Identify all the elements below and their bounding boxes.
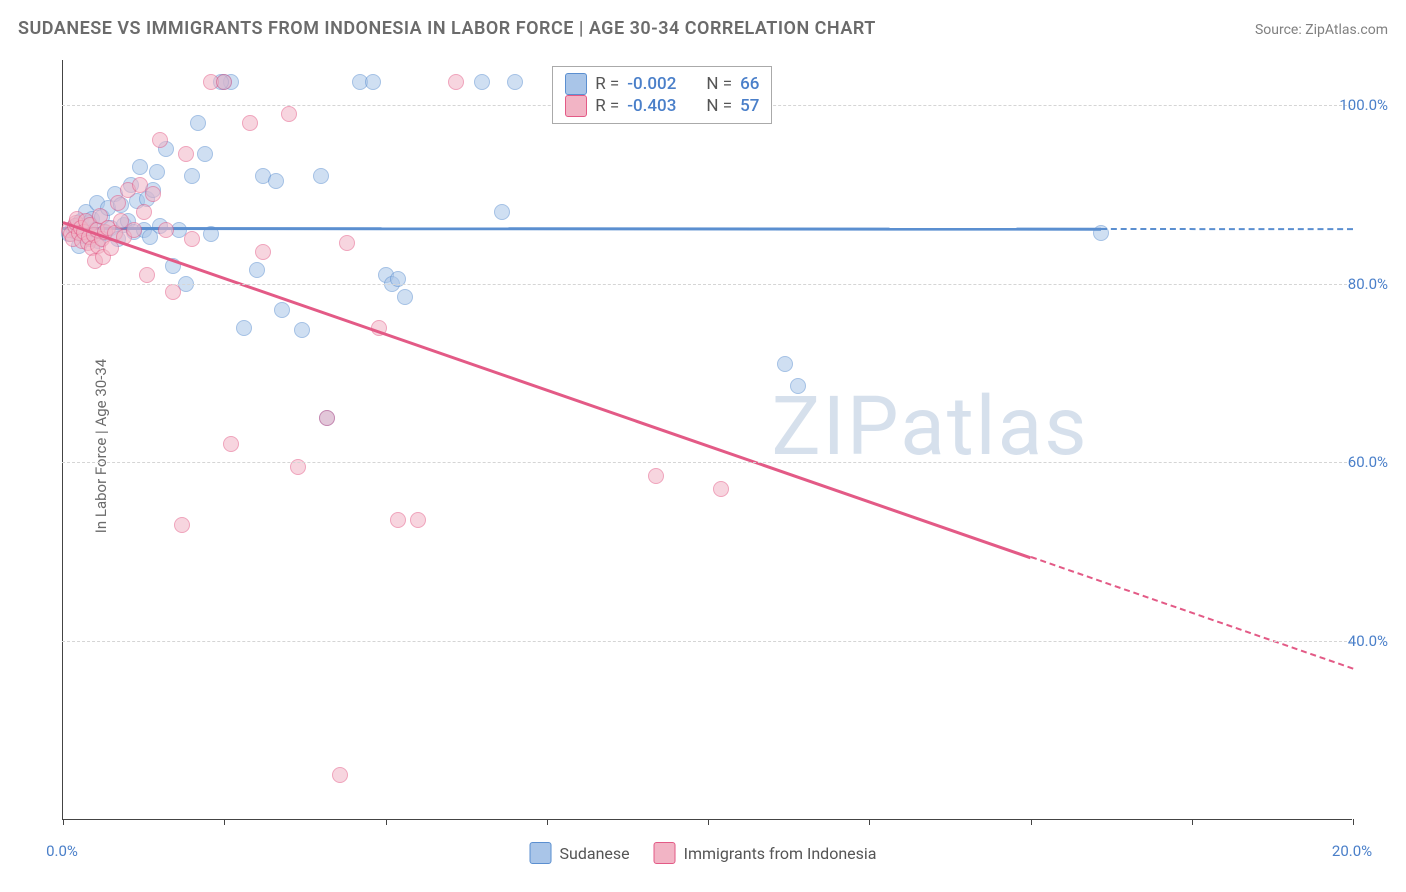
data-point <box>365 74 381 90</box>
data-point <box>790 378 806 394</box>
legend-item: Sudanese <box>530 842 630 864</box>
legend-swatch <box>565 73 587 95</box>
plot-area <box>62 60 1352 820</box>
data-point <box>216 74 232 90</box>
data-point <box>197 146 213 162</box>
y-tick-label: 60.0% <box>1348 453 1388 471</box>
data-point <box>777 356 793 372</box>
legend-bottom: Sudanese Immigrants from Indonesia <box>530 842 877 864</box>
data-point <box>190 115 206 131</box>
data-point <box>178 146 194 162</box>
data-point <box>281 106 297 122</box>
data-point <box>255 244 271 260</box>
data-point <box>236 320 252 336</box>
data-point <box>152 132 168 148</box>
gridline <box>62 641 1352 642</box>
data-point <box>110 195 126 211</box>
legend-label: Sudanese <box>560 844 630 863</box>
x-tick <box>708 819 709 825</box>
source-text: Source: ZipAtlas.com <box>1255 22 1388 38</box>
trendline-dashed <box>1101 228 1353 230</box>
data-point <box>184 168 200 184</box>
x-tick <box>1192 819 1193 825</box>
data-point <box>132 159 148 175</box>
legend-swatch <box>530 842 552 864</box>
y-tick-label: 80.0% <box>1348 275 1388 293</box>
data-point <box>126 222 142 238</box>
legend-row: R = -0.403 N = 57 <box>565 95 759 117</box>
data-point <box>713 481 729 497</box>
r-value: -0.403 <box>627 96 676 116</box>
n-label: N = <box>706 74 732 94</box>
n-value: 66 <box>740 74 759 94</box>
legend-row: R = -0.002 N = 66 <box>565 73 759 95</box>
data-point <box>242 115 258 131</box>
data-point <box>174 517 190 533</box>
data-point <box>410 512 426 528</box>
data-point <box>249 262 265 278</box>
data-point <box>139 267 155 283</box>
header: SUDANESE VS IMMIGRANTS FROM INDONESIA IN… <box>18 18 1388 39</box>
data-point <box>158 222 174 238</box>
data-point <box>184 231 200 247</box>
n-label: N = <box>706 96 732 116</box>
data-point <box>319 410 335 426</box>
legend-label: Immigrants from Indonesia <box>684 844 877 863</box>
x-tick <box>1353 819 1354 825</box>
data-point <box>145 186 161 202</box>
data-point <box>149 164 165 180</box>
r-value: -0.002 <box>627 74 676 94</box>
data-point <box>648 468 664 484</box>
trendline <box>63 221 1031 559</box>
x-tick <box>386 819 387 825</box>
x-tick <box>224 819 225 825</box>
data-point <box>165 284 181 300</box>
legend-swatch <box>654 842 676 864</box>
data-point <box>494 204 510 220</box>
n-value: 57 <box>740 96 759 116</box>
data-point <box>397 289 413 305</box>
x-tick <box>63 819 64 825</box>
chart-title: SUDANESE VS IMMIGRANTS FROM INDONESIA IN… <box>18 18 876 39</box>
r-label: R = <box>595 96 619 116</box>
x-tick <box>869 819 870 825</box>
data-point <box>507 74 523 90</box>
x-tick-label: 0.0% <box>46 842 78 860</box>
data-point <box>290 459 306 475</box>
gridline <box>62 284 1352 285</box>
data-point <box>268 173 284 189</box>
data-point <box>294 322 310 338</box>
data-point <box>448 74 464 90</box>
r-label: R = <box>595 74 619 94</box>
data-point <box>332 767 348 783</box>
correlation-legend: R = -0.002 N = 66 R = -0.403 N = 57 <box>552 66 772 124</box>
data-point <box>390 512 406 528</box>
y-tick-label: 100.0% <box>1339 96 1388 114</box>
gridline <box>62 462 1352 463</box>
data-point <box>474 74 490 90</box>
x-tick-label: 20.0% <box>1332 842 1372 860</box>
data-point <box>390 271 406 287</box>
data-point <box>136 204 152 220</box>
y-tick-label: 40.0% <box>1348 632 1388 650</box>
data-point <box>223 436 239 452</box>
data-point <box>339 235 355 251</box>
trendline-dashed <box>1030 556 1353 670</box>
data-point <box>274 302 290 318</box>
legend-item: Immigrants from Indonesia <box>654 842 877 864</box>
data-point <box>313 168 329 184</box>
legend-swatch <box>565 95 587 117</box>
x-tick <box>1031 819 1032 825</box>
x-tick <box>547 819 548 825</box>
